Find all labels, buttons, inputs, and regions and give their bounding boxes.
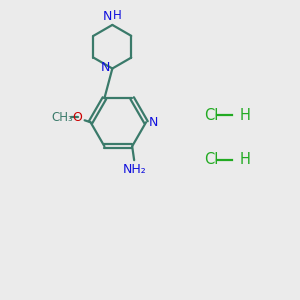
Text: NH₂: NH₂ bbox=[122, 163, 146, 176]
Text: H: H bbox=[239, 152, 250, 167]
Text: N: N bbox=[103, 11, 112, 23]
Text: Cl: Cl bbox=[205, 108, 219, 123]
Text: N: N bbox=[101, 61, 110, 74]
Text: N: N bbox=[148, 116, 158, 129]
Text: Cl: Cl bbox=[205, 152, 219, 167]
Text: CH₃: CH₃ bbox=[51, 111, 73, 124]
Text: O: O bbox=[72, 111, 82, 124]
Text: H: H bbox=[113, 8, 122, 22]
Text: H: H bbox=[239, 108, 250, 123]
